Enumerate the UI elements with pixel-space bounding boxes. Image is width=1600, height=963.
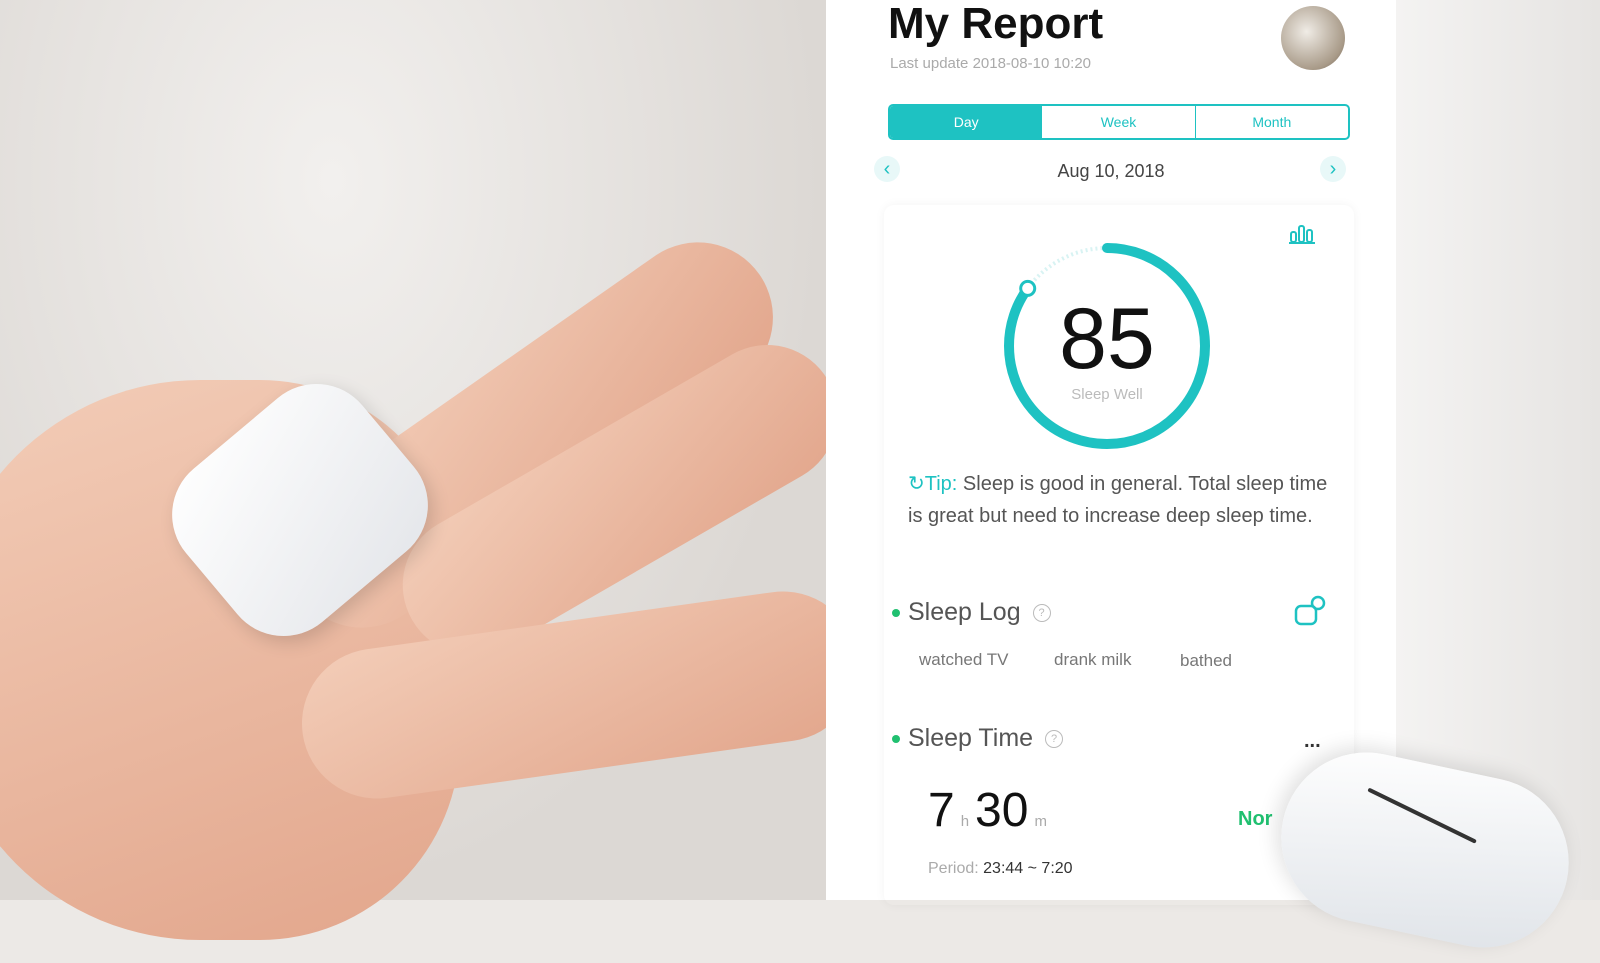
minutes-unit: m	[1034, 813, 1047, 830]
bullet	[892, 734, 900, 743]
tip-label: Tip:	[924, 473, 958, 495]
sleep-period: Period: 23:44 ~ 7:20	[928, 860, 1073, 878]
minutes: 30	[975, 784, 1029, 837]
sleep-score: 85	[1059, 291, 1155, 387]
chevron-right-icon[interactable]: ›	[1320, 156, 1346, 182]
current-date: Aug 10, 2018	[1057, 161, 1165, 181]
more-icon[interactable]: ...	[1304, 730, 1321, 752]
page-title: My Report	[888, 0, 1104, 48]
avatar[interactable]	[1281, 6, 1345, 70]
sleep-log-title: Sleep Log	[908, 598, 1021, 626]
ring-knob	[1019, 279, 1037, 297]
sleep-status: Nor	[1238, 808, 1273, 830]
sleep-time-heading: Sleep Time?	[892, 724, 1064, 753]
hand-photo	[0, 0, 868, 940]
tip-text: ↻Tip: Sleep is good in general. Total sl…	[908, 468, 1328, 532]
chevron-left-icon[interactable]: ‹	[874, 156, 900, 182]
log-tag: watched TV	[919, 650, 1009, 669]
tip-body: Sleep is good in general. Total sleep ti…	[908, 473, 1328, 527]
bar-chart-icon[interactable]	[1288, 222, 1316, 252]
last-update: Last update 2018-08-10 10:20	[890, 55, 1091, 72]
log-tag: bathed	[1180, 651, 1232, 670]
tab-month[interactable]: Month	[1194, 106, 1348, 138]
help-icon[interactable]: ?	[1032, 603, 1051, 622]
sleep-time-title: Sleep Time	[908, 724, 1034, 752]
score-ring	[1004, 243, 1210, 449]
tab-week[interactable]: Week	[1100, 114, 1137, 130]
ring-progress	[1004, 243, 1210, 449]
background-photo	[1395, 0, 1600, 900]
period-value: 23:44 ~ 7:20	[983, 860, 1073, 877]
bullet	[892, 608, 900, 617]
period-tabs: Day Week Month	[888, 104, 1350, 140]
period-label: Period:	[928, 860, 979, 877]
refresh-icon: ↻	[908, 473, 925, 495]
device-marking	[1367, 787, 1477, 844]
score-label: Sleep Well	[1071, 386, 1143, 403]
hours: 7	[928, 784, 955, 837]
phone-screen: My Report Last update 2018-08-10 10:20 D…	[826, 0, 1396, 900]
sleep-duration: 7 h 30 m	[928, 783, 1053, 850]
sleep-log-heading: Sleep Log?	[892, 598, 1051, 627]
log-tag: drank milk	[1054, 650, 1132, 669]
help-icon[interactable]: ?	[1045, 729, 1064, 748]
tab-day[interactable]: Day	[890, 106, 1043, 138]
sleep-log-edit-icon[interactable]	[1292, 594, 1328, 635]
hours-unit: h	[960, 813, 970, 830]
